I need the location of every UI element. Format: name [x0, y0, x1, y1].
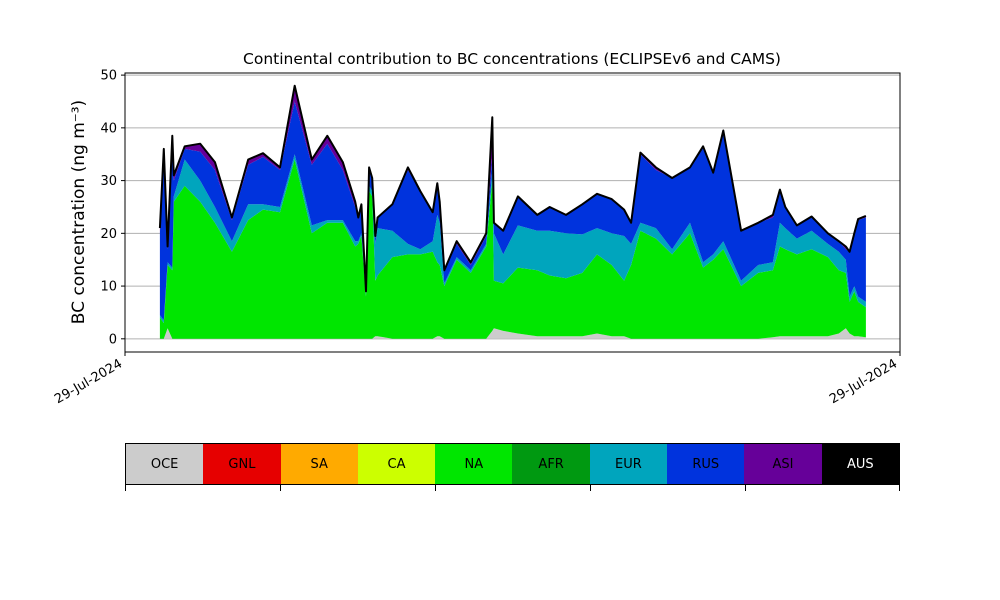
area-eur	[159, 154, 866, 323]
legend-entry-eur: EUR	[589, 444, 668, 484]
area-na	[159, 159, 866, 339]
y-tick-label: 20	[100, 227, 117, 242]
legend-entry-afr: AFR	[512, 444, 590, 484]
legend-tick	[280, 485, 281, 491]
legend-ticks	[125, 485, 900, 491]
x-tick-label: 29-Jul-2024	[827, 356, 900, 407]
chart: Continental contribution to BC concentra…	[52, 50, 901, 407]
legend-entry-oce: OCE	[126, 444, 204, 484]
area-rus	[159, 101, 866, 321]
total-line	[158, 84, 867, 293]
legend-entry-gnl: GNL	[203, 444, 281, 484]
legend-tick	[745, 485, 746, 491]
legend-tick	[125, 485, 126, 491]
legend-tick	[899, 485, 900, 491]
x-tick-label: 29-Jul-2024	[52, 356, 125, 407]
legend-entry-sa: SA	[280, 444, 358, 484]
plot-frame	[124, 72, 901, 353]
y-tick-label: 40	[100, 121, 117, 136]
y-tick-label: 50	[100, 69, 117, 84]
y-tick-label: 30	[100, 174, 117, 189]
legend-entry-rus: RUS	[667, 444, 745, 484]
legend-entry-ca: CA	[357, 444, 436, 484]
legend-tick	[435, 485, 436, 491]
y-tick-label: 0	[109, 332, 117, 347]
legend: OCE GNL SA CA NA AFR EUR RUS ASI AUS	[125, 443, 900, 485]
y-axis-label: BC concentration (ng m⁻³)	[69, 100, 89, 324]
legend-entry-asi: ASI	[744, 444, 822, 484]
legend-tick	[590, 485, 591, 491]
legend-entry-na: NA	[435, 444, 513, 484]
chart-title: Continental contribution to BC concentra…	[243, 50, 781, 68]
y-tick-label: 10	[100, 280, 117, 295]
area-oce	[159, 328, 866, 339]
legend-entry-aus: AUS	[821, 444, 899, 484]
